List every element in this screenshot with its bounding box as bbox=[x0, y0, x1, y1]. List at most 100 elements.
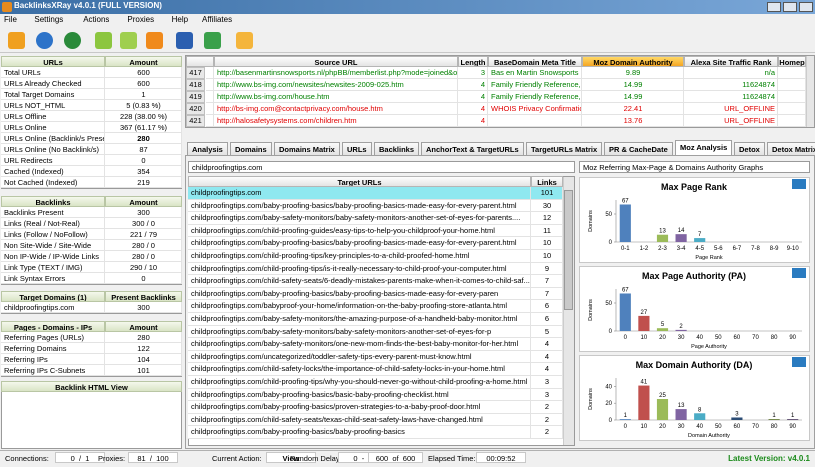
grid-cell[interactable]: 4 bbox=[458, 115, 488, 127]
grid-cell[interactable]: WHOIS Privacy Confirmation bbox=[488, 103, 582, 115]
tool-icon[interactable] bbox=[120, 32, 137, 49]
tab[interactable]: Detox Matrix bbox=[767, 142, 815, 155]
target-url[interactable]: childproofingtips.com/uncategorized/todd… bbox=[188, 350, 531, 364]
tab[interactable]: Moz Analysis bbox=[675, 140, 733, 155]
grid-header[interactable]: Moz Domain Authority bbox=[582, 56, 684, 67]
target-links[interactable]: 3 bbox=[531, 388, 563, 402]
grid-cell[interactable] bbox=[778, 115, 806, 127]
grid-cell[interactable]: 14.99 bbox=[582, 79, 684, 91]
tool-icon[interactable] bbox=[36, 32, 53, 49]
menu-item[interactable]: Settings bbox=[34, 15, 64, 24]
grid-header[interactable]: Alexa Site Traffic Rank bbox=[684, 56, 778, 67]
grid-cell[interactable]: 4 bbox=[458, 91, 488, 103]
target-url[interactable]: childproofingtips.com/child-safety-seats… bbox=[188, 275, 531, 288]
grid-cell[interactable] bbox=[488, 115, 582, 127]
tab[interactable]: TargetURLs Matrix bbox=[526, 142, 603, 155]
grid-cell[interactable]: n/a bbox=[684, 67, 778, 79]
grid-header[interactable]: BaseDomain Meta Title bbox=[488, 56, 582, 67]
grid-cell[interactable]: http://basenmartinsnowsports.nl/phpBB/me… bbox=[214, 67, 458, 79]
grid-cell[interactable]: URL_OFFLINE bbox=[684, 115, 778, 127]
grid-cell[interactable]: Bas en Martin Snowsports bbox=[488, 67, 582, 79]
grid-cell[interactable]: 9.89 bbox=[582, 67, 684, 79]
grid-cell[interactable]: 14.99 bbox=[582, 91, 684, 103]
graphs-dropdown[interactable]: Moz Referring Max-Page & Domains Authori… bbox=[579, 161, 810, 173]
tab[interactable]: Domains Matrix bbox=[274, 142, 340, 155]
dropdown[interactable]: childproofingtips.com bbox=[188, 161, 575, 173]
target-links[interactable]: 7 bbox=[531, 275, 563, 288]
tab[interactable]: Domains bbox=[230, 142, 272, 155]
grid-cell[interactable]: 22.41 bbox=[582, 103, 684, 115]
target-url[interactable]: childproofingtips.com/baby-proofing-basi… bbox=[188, 287, 531, 301]
tool-icon[interactable] bbox=[236, 32, 253, 49]
tab[interactable]: Backlinks bbox=[374, 142, 420, 155]
tool-icon[interactable] bbox=[204, 32, 221, 49]
grid-cell[interactable]: 4 bbox=[458, 79, 488, 91]
grid-cell[interactable]: 11624874 bbox=[684, 79, 778, 91]
target-url[interactable]: childproofingtips.com/baby-proofing-basi… bbox=[188, 401, 531, 414]
minimize-button[interactable] bbox=[767, 2, 781, 12]
target-links[interactable]: 9 bbox=[531, 262, 563, 276]
grid-cell[interactable]: 3 bbox=[458, 67, 488, 79]
target-url[interactable]: childproofingtips.com/baby-safety-monito… bbox=[188, 338, 531, 351]
tool-icon[interactable] bbox=[146, 32, 163, 49]
close-button[interactable] bbox=[799, 2, 813, 12]
target-url[interactable]: childproofingtips.com/babyproof-your-hom… bbox=[188, 300, 531, 313]
grid-cell[interactable] bbox=[778, 79, 806, 91]
target-url[interactable]: childproofingtips.com/baby-proofing-basi… bbox=[188, 237, 531, 250]
grid-cell[interactable]: http://bs-img.com@contactprivacy.com/hou… bbox=[214, 103, 458, 115]
tool-icon[interactable] bbox=[8, 32, 25, 49]
grid-cell[interactable]: URL_OFFLINE bbox=[684, 103, 778, 115]
target-url[interactable]: childproofingtips.com/baby-safety-monito… bbox=[188, 325, 531, 339]
target-links[interactable]: 101 bbox=[531, 187, 563, 200]
target-url[interactable]: childproofingtips.com/child-safety-seats… bbox=[188, 413, 531, 427]
target-links[interactable]: 4 bbox=[531, 363, 563, 376]
tab[interactable]: Detox bbox=[734, 142, 765, 155]
menu-item[interactable]: Help bbox=[171, 15, 189, 24]
grid-cell[interactable]: http://www.bs-img.com/newsites/newsites-… bbox=[214, 79, 458, 91]
grid-cell[interactable]: http://www.bs-img.com/house.htm bbox=[214, 91, 458, 103]
maximize-button[interactable] bbox=[783, 2, 797, 12]
menu-item[interactable]: Proxies bbox=[127, 15, 155, 24]
menu-item[interactable]: Affiliates bbox=[202, 15, 233, 24]
target-links[interactable]: 11 bbox=[531, 224, 563, 238]
target-url[interactable]: childproofingtips.com bbox=[188, 187, 531, 200]
grid-cell[interactable] bbox=[778, 91, 806, 103]
target-url[interactable]: childproofingtips.com/child-safety-locks… bbox=[188, 363, 531, 376]
target-url[interactable]: childproofingtips.com/baby-safety-monito… bbox=[188, 212, 531, 225]
target-links[interactable]: 10 bbox=[531, 250, 563, 263]
target-links[interactable]: 2 bbox=[531, 426, 563, 439]
tab[interactable]: PR & CacheDate bbox=[604, 142, 673, 155]
target-links[interactable]: 2 bbox=[531, 413, 563, 427]
menu-item[interactable]: Actions bbox=[83, 15, 110, 24]
target-links[interactable]: 5 bbox=[531, 325, 563, 339]
target-url[interactable]: childproofingtips.com/baby-safety-monito… bbox=[188, 313, 531, 326]
grid-cell[interactable] bbox=[778, 103, 806, 115]
target-links[interactable]: 2 bbox=[531, 401, 563, 414]
target-links[interactable]: 3 bbox=[531, 376, 563, 389]
target-url[interactable]: childproofingtips.com/child-proofing-gui… bbox=[188, 224, 531, 238]
target-links[interactable]: 6 bbox=[531, 300, 563, 313]
menu-item[interactable]: File bbox=[4, 15, 17, 24]
grid-header[interactable]: Length bbox=[458, 56, 488, 67]
grid-header[interactable]: Source URL bbox=[214, 56, 458, 67]
target-links[interactable]: 12 bbox=[531, 212, 563, 225]
tab[interactable]: Analysis bbox=[187, 142, 228, 155]
target-url[interactable]: childproofingtips.com/child-proofing-tip… bbox=[188, 262, 531, 276]
target-url[interactable]: childproofingtips.com/baby-proofing-basi… bbox=[188, 426, 531, 439]
grid-cell[interactable]: 4 bbox=[458, 103, 488, 115]
target-url[interactable]: childproofingtips.com/child-proofing-tip… bbox=[188, 250, 531, 263]
tool-icon[interactable] bbox=[95, 32, 112, 49]
target-links[interactable]: 4 bbox=[531, 350, 563, 364]
target-url[interactable]: childproofingtips.com/baby-proofing-basi… bbox=[188, 199, 531, 213]
grid-cell[interactable]: Family Friendly Reference, ... bbox=[488, 79, 582, 91]
target-url[interactable]: childproofingtips.com/child-proofing-tip… bbox=[188, 376, 531, 389]
grid-cell[interactable]: http://halosafetysystems.com/children.ht… bbox=[214, 115, 458, 127]
target-links[interactable]: 30 bbox=[531, 199, 563, 213]
grid-header[interactable]: Homep bbox=[778, 56, 806, 67]
target-links[interactable]: 6 bbox=[531, 313, 563, 326]
tab[interactable]: URLs bbox=[342, 142, 372, 155]
target-url[interactable]: childproofingtips.com/baby-proofing-basi… bbox=[188, 388, 531, 402]
tab[interactable]: AnchorText & TargetURLs bbox=[421, 142, 524, 155]
target-links[interactable]: 10 bbox=[531, 237, 563, 250]
grid-cell[interactable] bbox=[778, 67, 806, 79]
